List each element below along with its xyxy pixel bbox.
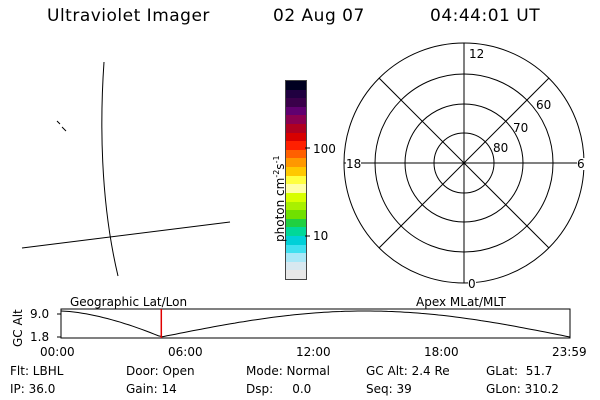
gc-alt-min-label: 1.8: [30, 330, 50, 344]
colorbar-segment: [286, 218, 306, 228]
gc-altitude-value: GC Alt: 2.4 Re: [366, 364, 450, 378]
time-tick-0000: 00:00: [40, 345, 75, 359]
gain-value: Gain: 14: [126, 382, 177, 396]
colorbar-segment: [286, 124, 306, 133]
meridian-diagonal-2: [378, 77, 550, 249]
colorbar-segment: [286, 167, 306, 176]
mlat-label-80: 80: [493, 141, 509, 155]
colorbar-segment: [286, 227, 306, 236]
sequence-value: Seq: 39: [366, 382, 412, 396]
filter-value: Flt: LBHL: [10, 364, 64, 378]
mlt-label-12: 12: [469, 47, 485, 61]
colorbar-segment: [286, 89, 306, 99]
colorbar-segment: [286, 98, 306, 107]
geographic-longitude: GLon: 310.2: [486, 382, 559, 396]
dsp-value: Dsp: 0.0: [246, 382, 312, 396]
time-tick-1200: 12:00: [296, 345, 331, 359]
instrument-title: Ultraviolet Imager: [47, 6, 210, 26]
colorbar-segment: [286, 81, 306, 90]
colorbar-segment: [286, 175, 306, 185]
mlat-label-70: 70: [513, 121, 529, 135]
coastline-fragment: [56, 120, 67, 132]
ip-value: IP: 36.0: [10, 382, 56, 396]
latitude-line: [21, 221, 231, 249]
colorbar-segment: [286, 132, 306, 142]
geographic-latitude: GLat: 51.7: [486, 364, 553, 378]
time-tick-2359: 23:59: [552, 345, 587, 359]
colorbar-segment: [286, 253, 306, 262]
colorbar-segment: [286, 235, 306, 245]
colorbar-segment: [286, 192, 306, 202]
geographic-latlon-label: Geographic Lat/Lon: [70, 295, 188, 309]
mode-value: Mode: Normal: [246, 364, 330, 378]
colorbar-segment: [286, 149, 306, 159]
colorbar-segment: [286, 261, 306, 271]
colorbar-tick-10: 10: [313, 229, 329, 243]
gc-alt-max-label: 9.0: [30, 307, 50, 321]
colorbar-segment: [286, 201, 306, 211]
colorbar-segment: [286, 115, 306, 125]
time-tick-0600: 06:00: [168, 345, 203, 359]
time-tick-1800: 18:00: [424, 345, 459, 359]
colorbar-segment: [286, 184, 306, 193]
colorbar-segment: [286, 244, 306, 254]
colorbar-segment: [286, 106, 306, 116]
intensity-colorbar: [285, 80, 307, 280]
mlt-label-0: 0: [468, 277, 476, 291]
mlat-label-60: 60: [536, 98, 552, 112]
apex-mlat-mlt-label: Apex MLat/MLT: [416, 295, 506, 309]
altitude-curve: [60, 310, 571, 338]
colorbar-segment: [286, 270, 306, 279]
door-status: Door: Open: [126, 364, 195, 378]
colorbar-segment: [286, 141, 306, 150]
colorbar-segment: [286, 158, 306, 168]
time-label: 04:44:01 UT: [430, 6, 541, 26]
colorbar-segment: [286, 210, 306, 219]
mlt-label-6: 6: [577, 157, 585, 171]
timeline-frame: [60, 308, 571, 339]
colorbar-tick-100: 100: [313, 142, 336, 156]
longitude-line: [101, 61, 119, 277]
date-label: 02 Aug 07: [273, 6, 365, 26]
mlt-label-18: 18: [346, 157, 362, 171]
